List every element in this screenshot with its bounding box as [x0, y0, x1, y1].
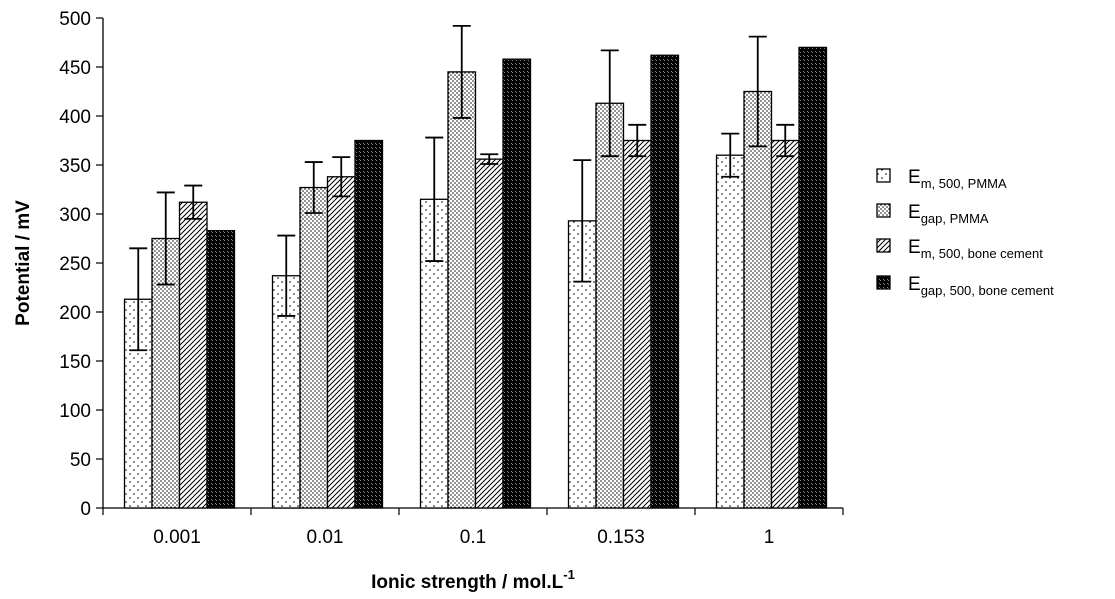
bar [474, 158, 504, 509]
legend-swatch [876, 168, 891, 183]
y-tick-label: 50 [70, 450, 91, 471]
legend-label-subscript: m, 500, bone cement [921, 246, 1044, 261]
y-tick-labels: 0 50 100 150 200 250 300 350 400 450 500 [59, 9, 91, 520]
bar [715, 154, 745, 509]
legend-label: Em, 500, PMMA [908, 167, 1007, 191]
bar [743, 90, 773, 509]
x-tick-labels: 0.001 0.01 0.1 0.153 1 [153, 527, 774, 548]
legend-swatch [876, 238, 891, 253]
bar [622, 139, 652, 509]
y-tick-label: 150 [59, 352, 91, 373]
y-tick-label: 300 [59, 205, 91, 226]
y-tick-label: 100 [59, 401, 91, 422]
error-bars [129, 24, 795, 352]
legend-label-subscript: m, 500, PMMA [921, 176, 1007, 191]
y-tick-label: 400 [59, 107, 91, 128]
y-tick-label: 500 [59, 9, 91, 30]
legend-label-subscript: gap, 500, bone cement [921, 283, 1054, 298]
x-axis-title: Ionic strength / mol.L-1 [371, 567, 575, 593]
legend-label: Egap, 500, bone cement [908, 274, 1054, 298]
y-tick-label: 350 [59, 156, 91, 177]
bar [354, 139, 384, 509]
x-tick-label: 0.1 [460, 527, 486, 548]
bar [650, 54, 680, 509]
bar [326, 176, 356, 509]
bar [770, 139, 800, 509]
y-tick-label: 0 [80, 499, 91, 520]
bar [798, 46, 828, 509]
bar [447, 71, 477, 509]
bar [206, 230, 236, 509]
x-axis-title-superscript: -1 [563, 567, 575, 582]
x-tick-label: 1 [764, 527, 775, 548]
bar [178, 201, 208, 509]
x-tick-label: 0.001 [153, 527, 201, 548]
legend-swatch [876, 203, 891, 218]
legend-label: Egap, PMMA [908, 202, 989, 226]
legend: Em, 500, PMMA Egap, PMMA Em, 500, bone cem… [876, 167, 1054, 298]
bar [299, 186, 329, 509]
y-tick-label: 200 [59, 303, 91, 324]
legend-label: Em, 500, bone cement [908, 237, 1043, 261]
legend-label-subscript: gap, PMMA [921, 211, 989, 226]
x-tick-label: 0.01 [307, 527, 344, 548]
y-tick-label: 250 [59, 254, 91, 275]
y-axis-title: Potential / mV [13, 200, 34, 326]
legend-swatch [876, 275, 891, 290]
bar [595, 102, 625, 509]
y-tick-label: 450 [59, 58, 91, 79]
axis-titles: Potential / mV Ionic strength / mol.L-1 [13, 200, 575, 593]
x-tick-label: 0.153 [597, 527, 645, 548]
bars [123, 46, 828, 509]
bar [502, 58, 532, 509]
